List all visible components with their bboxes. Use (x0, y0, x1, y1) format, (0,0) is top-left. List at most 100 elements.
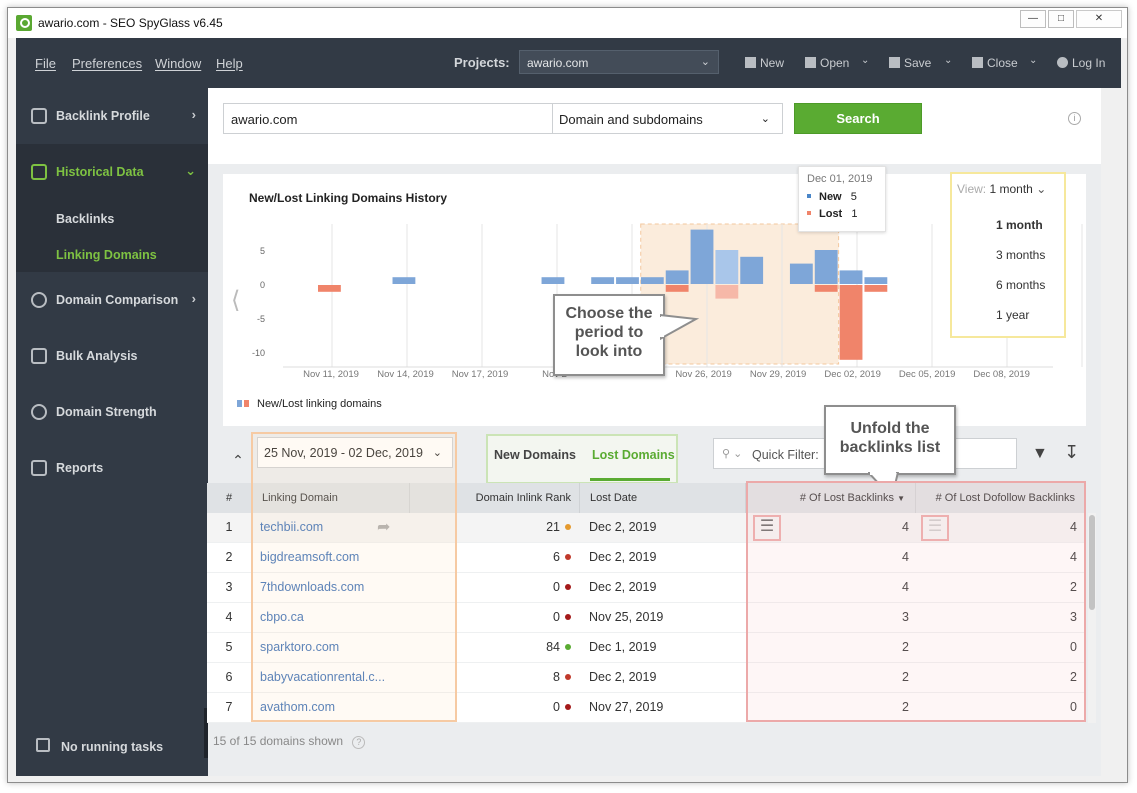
open-button[interactable]: Open (805, 56, 849, 70)
column-header-lost-backlinks[interactable]: # Of Lost Backlinks ▼ (745, 483, 915, 513)
linking-domain-link[interactable]: cbpo.ca (260, 610, 304, 624)
tab-new-domains[interactable]: New Domains (494, 448, 576, 462)
scope-select[interactable]: Domain and subdomains ⌄ (552, 103, 783, 134)
table-row[interactable]: 4 cbpo.ca 0 Nov 25, 2019 3 3 (207, 603, 1085, 633)
close-dropdown-icon[interactable]: ⌄ (1029, 55, 1038, 66)
chart-y-tick-label: -5 (257, 314, 265, 324)
callout-unfold-backlinks: Unfold the backlinks list (824, 405, 956, 475)
row-number: 6 (225, 670, 233, 684)
new-bar (640, 277, 664, 284)
table-row[interactable]: 3 7thdownloads.com 0 Dec 2, 2019 4 2 (207, 573, 1085, 603)
sidebar-subitem-backlinks[interactable]: Backlinks (56, 212, 115, 226)
tasks-icon (36, 738, 50, 752)
close-button[interactable]: Close (972, 56, 1018, 70)
unfold-list-icon[interactable]: ☰ (753, 515, 781, 541)
help-icon[interactable]: ? (352, 736, 366, 749)
checklist-icon (31, 348, 47, 364)
search-button[interactable]: Search (794, 103, 922, 134)
project-select[interactable]: awario.com ⌄ (519, 50, 719, 74)
save-icon (889, 57, 900, 68)
chart-x-tick-label: Nov 11, 2019 (303, 369, 359, 380)
lost-backlinks-count: 2 (902, 640, 909, 654)
row-number: 5 (225, 640, 233, 654)
view-option-3-months[interactable]: 3 months (996, 248, 1046, 262)
new-bar (392, 277, 416, 284)
lost-dofollow-count: 4 (1070, 550, 1077, 564)
table-row[interactable]: 6 babyvacationrental.c... 8 Dec 2, 2019 2 2 (207, 663, 1085, 693)
chevron-down-icon: ⌄ (185, 163, 196, 178)
sidebar-item-domain-strength[interactable]: Domain Strength (16, 384, 208, 440)
new-bar (740, 256, 764, 284)
linking-domain-link[interactable]: techbii.com (260, 520, 324, 534)
column-header-inlink-rank[interactable]: Domain Inlink Rank (459, 483, 579, 513)
column-header-linking-domain[interactable]: Linking Domain (251, 483, 409, 513)
lost-backlinks-count: 2 (902, 700, 909, 714)
save-dropdown-icon[interactable]: ⌄ (944, 55, 953, 66)
table-row[interactable]: 7 avathom.com 0 Nov 27, 2019 2 0 (207, 693, 1085, 723)
sidebar-item-reports[interactable]: Reports (16, 440, 208, 496)
collapse-chart-icon[interactable]: ⌃ (232, 452, 244, 468)
sidebar-subitem-linking-domains[interactable]: Linking Domains (56, 248, 157, 262)
minimize-icon[interactable]: — (1020, 10, 1046, 28)
info-icon[interactable]: i (1068, 112, 1081, 125)
menu-help[interactable]: Help (216, 56, 243, 71)
column-header-number[interactable]: # (207, 483, 251, 513)
domain-search-input[interactable]: awario.com (223, 103, 553, 134)
date-range-select[interactable]: 25 Nov, 2019 - 02 Dec, 2019 ⌄ (257, 437, 453, 468)
save-button[interactable]: Save (889, 56, 931, 70)
sidebar-item-bulk-analysis[interactable]: Bulk Analysis (16, 328, 208, 384)
lost-dofollow-count: 0 (1070, 700, 1077, 714)
chart-y-tick-label: 0 (260, 280, 265, 290)
table-row[interactable]: 5 sparktoro.com 84 Dec 1, 2019 2 0 (207, 633, 1085, 663)
table-scrollbar[interactable] (1088, 513, 1096, 723)
share-icon[interactable]: ➦ (377, 519, 391, 536)
inlink-rank: 8 (459, 663, 571, 692)
search-icon: ⚲ ⌄ (722, 448, 743, 460)
table-row[interactable]: 2 bigdreamsoft.com 6 Dec 2, 2019 4 4 (207, 543, 1085, 573)
linking-domain-link[interactable]: 7thdownloads.com (260, 580, 365, 594)
new-bar (690, 229, 714, 284)
new-bar (665, 270, 689, 284)
rank-dot-icon (565, 584, 571, 590)
close-window-icon[interactable]: ✕ (1076, 10, 1122, 28)
linking-domain-link[interactable]: avathom.com (260, 700, 336, 714)
chart-x-tick-label: Nov 14, 2019 (377, 369, 434, 380)
menu-window[interactable]: Window (155, 56, 202, 71)
table-row[interactable]: 1 techbii.com ➦ 21 Dec 2, 2019 4 4 ☰ ☰ (207, 513, 1085, 543)
linking-domain-link[interactable]: bigdreamsoft.com (260, 550, 360, 564)
view-option-6-months[interactable]: 6 months (996, 278, 1046, 292)
unfold-dofollow-list-icon[interactable]: ☰ (921, 515, 949, 541)
sidebar-item-historical-data[interactable]: Historical Data ⌄ (16, 144, 208, 200)
inlink-rank: 0 (459, 693, 571, 722)
chart-tooltip: Dec 01, 2019 New 5 Lost 1 (798, 166, 886, 232)
view-option-1-month[interactable]: 1 month (996, 218, 1043, 232)
bubbles-icon (31, 292, 47, 308)
linking-domain-link[interactable]: babyvacationrental.c... (260, 670, 386, 684)
menu-file[interactable]: File (35, 56, 56, 71)
sidebar-item-backlink-profile[interactable]: Backlink Profile › (16, 88, 208, 144)
new-button[interactable]: New (745, 56, 784, 70)
open-dropdown-icon[interactable]: ⌄ (861, 55, 870, 66)
view-select[interactable]: View: 1 month ⌄ (957, 182, 1047, 196)
tab-lost-domains[interactable]: Lost Domains (592, 448, 675, 462)
maximize-icon[interactable]: □ (1048, 10, 1074, 28)
sidebar-item-domain-comparison[interactable]: Domain Comparison › (16, 272, 208, 328)
scrollbar-thumb[interactable] (1089, 515, 1095, 610)
column-header-lost-dofollow[interactable]: # Of Lost Dofollow Backlinks (915, 483, 1085, 513)
login-button[interactable]: Log In (1057, 56, 1105, 70)
running-tasks[interactable]: No running tasks (16, 720, 208, 776)
view-option-1-year[interactable]: 1 year (996, 308, 1030, 322)
new-bar (541, 277, 565, 284)
download-icon[interactable]: ↧ (1064, 442, 1080, 462)
app-logo-icon (16, 15, 32, 31)
history-chart[interactable]: 5 0 -5 -10 Nov 11, 2019 Nov 14, 2019 Nov 17, 2… (223, 174, 1086, 426)
chart-prev-arrow-icon[interactable]: ⟨ (231, 287, 241, 314)
column-header-lost-date[interactable]: Lost Date (579, 483, 745, 513)
chevron-down-icon: ⌄ (1036, 182, 1047, 196)
user-icon (1057, 57, 1068, 68)
menu-preferences[interactable]: Preferences (72, 56, 143, 71)
row-number: 2 (225, 550, 233, 564)
filter-icon[interactable]: ▼ (1032, 445, 1048, 462)
lost-bullet-icon (807, 211, 811, 215)
linking-domain-link[interactable]: sparktoro.com (260, 640, 340, 654)
